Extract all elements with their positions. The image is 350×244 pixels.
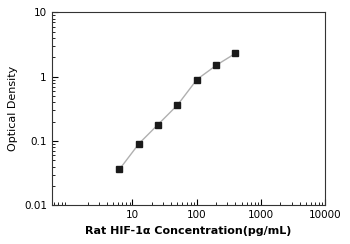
X-axis label: Rat HIF-1α Concentration(pg/mL): Rat HIF-1α Concentration(pg/mL) xyxy=(85,226,292,236)
Y-axis label: Optical Density: Optical Density xyxy=(8,66,18,152)
